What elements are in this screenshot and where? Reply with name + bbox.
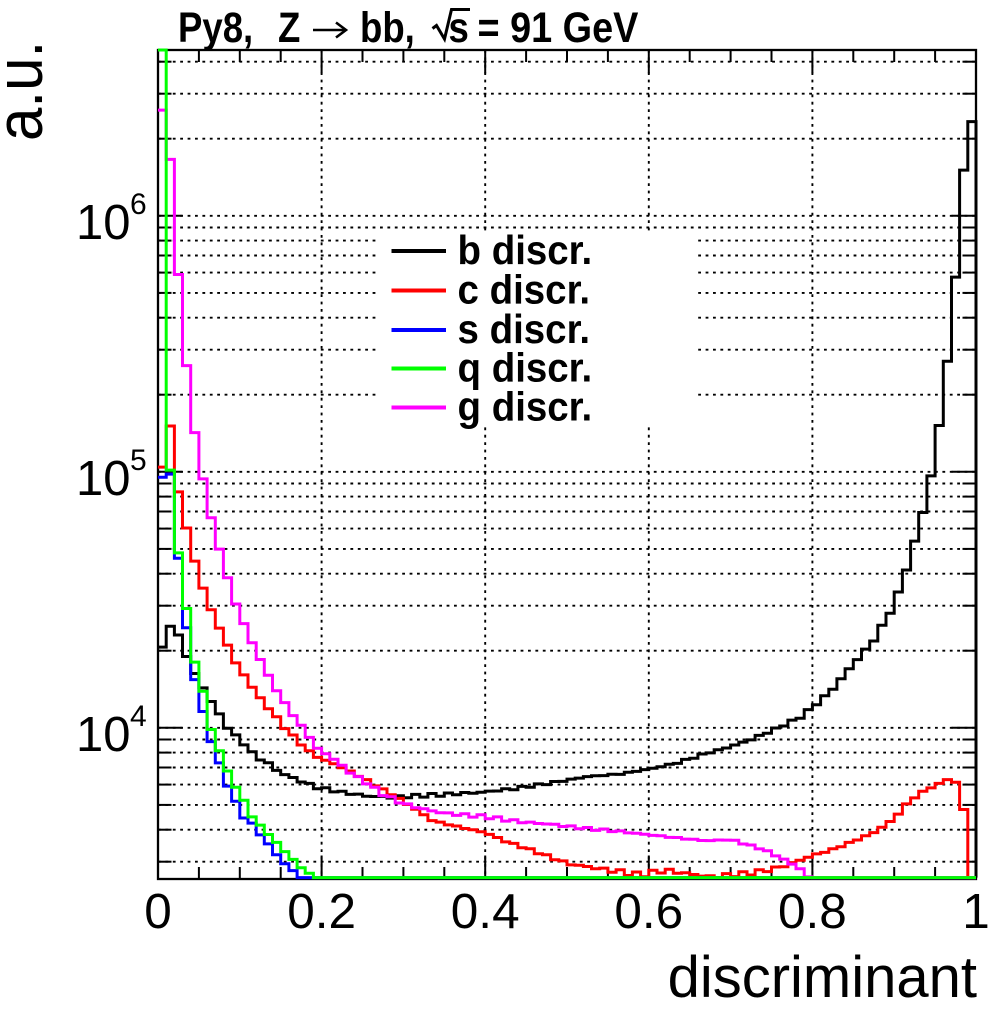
svg-text:10: 10 [76,452,131,506]
svg-text:4: 4 [130,700,147,733]
svg-text:s discr.: s discr. [458,307,591,352]
svg-text:5: 5 [130,444,147,477]
svg-text:0.4: 0.4 [451,884,520,939]
svg-text:bb,: bb, [360,4,415,51]
svg-text:0.8: 0.8 [778,884,847,939]
svg-text:= 91 GeV: = 91 GeV [478,4,639,52]
svg-text:1: 1 [962,884,990,939]
svg-text:b discr.: b discr. [458,228,593,273]
svg-text:g discr.: g discr. [458,385,593,430]
svg-text:6: 6 [130,188,147,221]
svg-text:discriminant: discriminant [668,945,977,1010]
svg-text:c discr.: c discr. [458,268,591,313]
svg-text:a.u.: a.u. [0,41,57,141]
svg-text:s: s [449,4,469,51]
svg-text:q discr.: q discr. [458,346,593,391]
svg-text:10: 10 [76,196,131,250]
svg-text:0: 0 [144,884,172,939]
svg-text:0.6: 0.6 [614,884,683,939]
svg-text:0.2: 0.2 [287,884,356,939]
svg-text:Py8,: Py8, [178,4,253,51]
svg-text:10: 10 [76,708,131,762]
svg-text:Z: Z [278,4,300,51]
